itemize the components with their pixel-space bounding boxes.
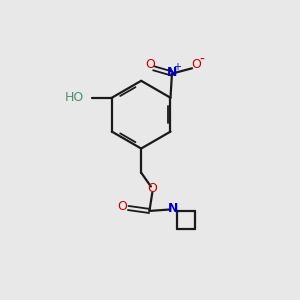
Text: -: - (199, 52, 204, 67)
Text: N: N (168, 202, 179, 215)
Text: +: + (173, 62, 181, 72)
Text: HO: HO (65, 91, 85, 103)
Text: O: O (191, 58, 201, 71)
Text: N: N (167, 66, 177, 79)
Text: O: O (145, 58, 155, 71)
Text: O: O (117, 200, 127, 213)
Text: O: O (147, 182, 157, 195)
